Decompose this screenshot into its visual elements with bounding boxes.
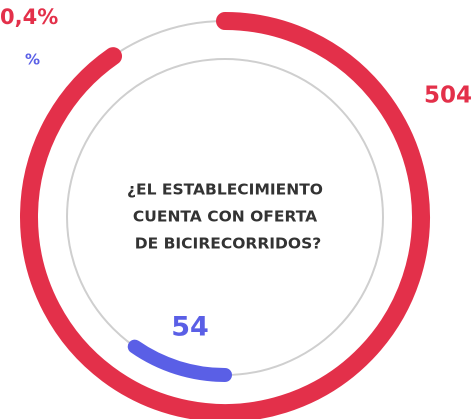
center-title: ¿EL ESTABLECIMIENTO [127, 181, 323, 199]
value-label: 504 [424, 83, 472, 109]
value-label: 54 [171, 312, 209, 343]
rings [20, 12, 430, 419]
center-title: CUENTA CON OFERTA [133, 208, 317, 226]
center-title: DE BICIRECORRIDOS? [135, 235, 321, 253]
percent-label: 0,4% [0, 5, 58, 29]
arc [127, 339, 232, 382]
arc [20, 12, 430, 419]
percent-label: % [25, 51, 40, 69]
